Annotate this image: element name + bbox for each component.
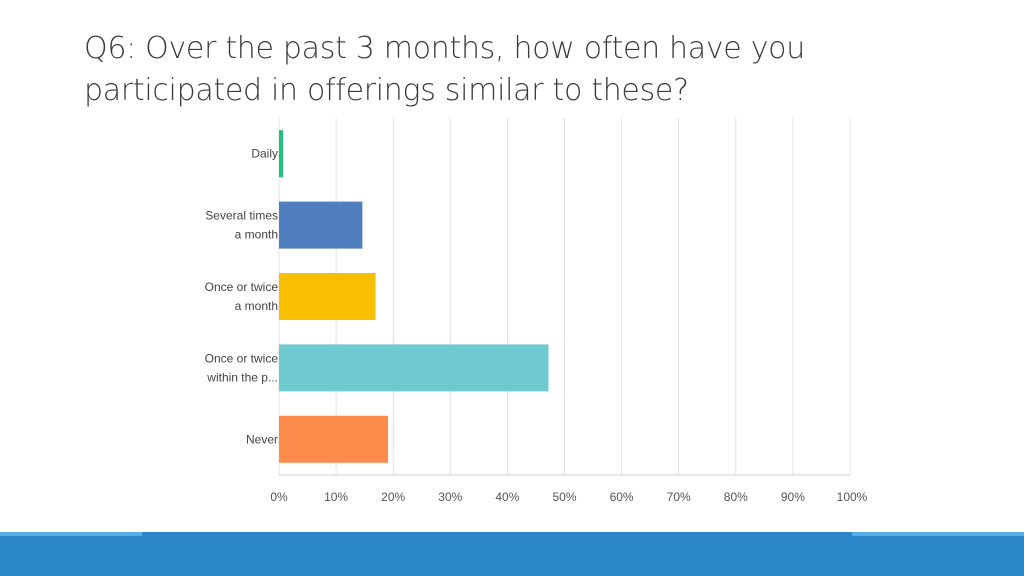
category-label: Never [246,432,278,446]
bar [279,201,363,249]
category-label: within the p... [206,370,278,384]
x-tick-label: 60% [610,490,634,504]
bar [279,415,389,463]
slide-title-line-1: Q6: Over the past 3 months, how often ha… [84,31,805,66]
category-label: a month [235,228,278,242]
footer-band [0,532,1024,576]
x-tick-label: 30% [438,490,462,504]
category-label: Daily [251,147,278,161]
x-tick-label: 10% [324,490,348,504]
x-tick-label: 40% [495,490,519,504]
bar [279,344,549,392]
chart-svg: 0% 10% 20% 30% 40% 50% 60% 70% 80% 90% 100% Daily Se… [205,118,868,504]
category-label: Several times [205,209,278,223]
x-tick-label: 80% [724,490,748,504]
x-tick-label: 90% [781,490,805,504]
slide-title: Q6: Over the past 3 months, how often ha… [84,28,944,112]
footer-accent-left [0,532,142,536]
x-tick-label: 0% [270,490,288,504]
bar-chart: 0% 10% 20% 30% 40% 50% 60% 70% 80% 90% 100% Daily Se… [180,118,870,518]
category-label: a month [235,299,278,313]
x-tick-label: 50% [552,490,576,504]
category-label: Once or twice [205,280,279,294]
x-tick-label: 70% [667,490,691,504]
x-tick-label: 20% [381,490,405,504]
bar [279,273,376,320]
slide-title-line-2: participated in offerings similar to the… [84,73,689,108]
footer-accent-right [852,532,1024,536]
x-tick-label: 100% [837,490,868,504]
category-label: Once or twice [205,351,279,365]
bar [279,130,283,178]
footer-divider [0,527,1024,532]
